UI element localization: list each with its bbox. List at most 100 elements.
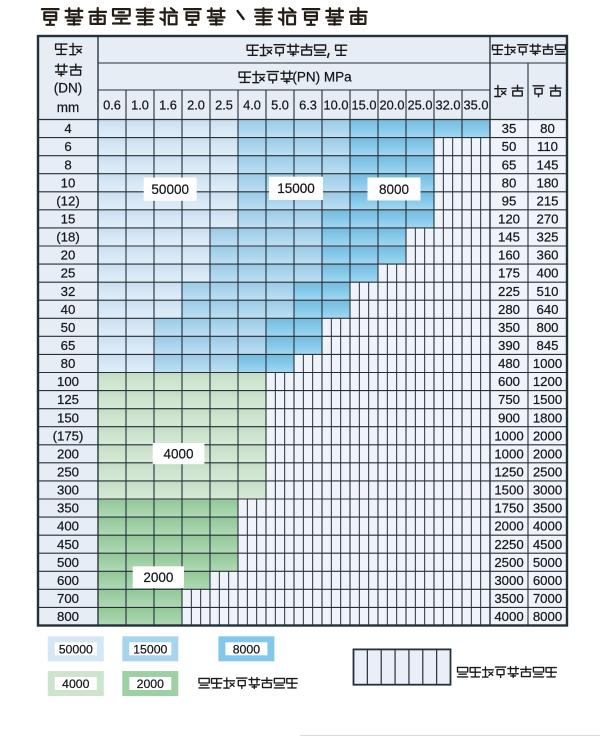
svg-text:15000: 15000 bbox=[133, 643, 167, 657]
svg-text:480: 480 bbox=[498, 356, 520, 371]
svg-text:15: 15 bbox=[61, 211, 76, 226]
svg-text:1200: 1200 bbox=[533, 374, 562, 389]
svg-text:510: 510 bbox=[536, 284, 558, 299]
svg-text:700: 700 bbox=[57, 591, 79, 606]
svg-text:360: 360 bbox=[536, 248, 558, 263]
svg-text:6.3: 6.3 bbox=[299, 98, 317, 113]
svg-text:10: 10 bbox=[61, 175, 76, 190]
svg-text:65: 65 bbox=[502, 157, 517, 172]
svg-text:20: 20 bbox=[61, 248, 76, 263]
svg-text:640: 640 bbox=[536, 302, 558, 317]
svg-text:145: 145 bbox=[498, 230, 520, 245]
svg-text:450: 450 bbox=[57, 537, 79, 552]
svg-text:100: 100 bbox=[57, 374, 79, 389]
svg-text:215: 215 bbox=[536, 193, 558, 208]
svg-text:270: 270 bbox=[536, 211, 558, 226]
svg-text:25.0: 25.0 bbox=[408, 98, 433, 113]
svg-text:390: 390 bbox=[498, 338, 520, 353]
svg-text:120: 120 bbox=[498, 211, 520, 226]
svg-text:(175): (175) bbox=[53, 428, 84, 443]
svg-text:50000: 50000 bbox=[151, 182, 189, 197]
svg-text:5000: 5000 bbox=[533, 555, 562, 570]
svg-text:400: 400 bbox=[536, 266, 558, 281]
svg-text:2000: 2000 bbox=[494, 519, 523, 534]
svg-text:6: 6 bbox=[64, 139, 71, 154]
svg-text:1800: 1800 bbox=[533, 410, 562, 425]
svg-text:400: 400 bbox=[57, 519, 79, 534]
svg-text:2000: 2000 bbox=[137, 677, 165, 691]
svg-text:10.0: 10.0 bbox=[324, 98, 349, 113]
svg-text:1250: 1250 bbox=[494, 464, 523, 479]
svg-text:2000: 2000 bbox=[533, 446, 562, 461]
svg-text:800: 800 bbox=[57, 609, 79, 624]
svg-text:300: 300 bbox=[57, 483, 79, 498]
svg-text:1750: 1750 bbox=[494, 501, 523, 516]
svg-text:5.0: 5.0 bbox=[271, 98, 289, 113]
svg-text:180: 180 bbox=[536, 175, 558, 190]
svg-text:4500: 4500 bbox=[533, 537, 562, 552]
svg-text:65: 65 bbox=[61, 338, 76, 353]
svg-text:1000: 1000 bbox=[533, 356, 562, 371]
svg-text:280: 280 bbox=[498, 302, 520, 317]
svg-text:325: 325 bbox=[536, 230, 558, 245]
svg-text:2250: 2250 bbox=[494, 537, 523, 552]
svg-text:(PN) MPa: (PN) MPa bbox=[292, 70, 352, 85]
svg-text:50000: 50000 bbox=[59, 643, 93, 657]
svg-text:3500: 3500 bbox=[494, 591, 523, 606]
svg-text:800: 800 bbox=[536, 320, 558, 335]
svg-text:2.5: 2.5 bbox=[215, 98, 233, 113]
svg-text:(12): (12) bbox=[56, 193, 79, 208]
svg-text:50: 50 bbox=[502, 139, 517, 154]
svg-text:500: 500 bbox=[57, 555, 79, 570]
svg-text:3000: 3000 bbox=[533, 483, 562, 498]
svg-text:200: 200 bbox=[57, 446, 79, 461]
svg-text:35: 35 bbox=[502, 121, 517, 136]
svg-text:2.0: 2.0 bbox=[187, 98, 205, 113]
svg-text:2500: 2500 bbox=[533, 464, 562, 479]
svg-text:80: 80 bbox=[540, 121, 555, 136]
svg-text:15.0: 15.0 bbox=[352, 98, 377, 113]
svg-text:175: 175 bbox=[498, 266, 520, 281]
svg-text:1000: 1000 bbox=[494, 428, 523, 443]
svg-text:4000: 4000 bbox=[62, 677, 90, 691]
svg-text:1.6: 1.6 bbox=[159, 98, 177, 113]
svg-text:3000: 3000 bbox=[494, 573, 523, 588]
svg-text:7000: 7000 bbox=[533, 591, 562, 606]
svg-text:1500: 1500 bbox=[494, 483, 523, 498]
svg-text:8000: 8000 bbox=[233, 643, 261, 657]
svg-text:20.0: 20.0 bbox=[380, 98, 405, 113]
svg-text:750: 750 bbox=[498, 392, 520, 407]
svg-text:160: 160 bbox=[498, 248, 520, 263]
svg-text:845: 845 bbox=[536, 338, 558, 353]
svg-text:2500: 2500 bbox=[494, 555, 523, 570]
svg-text:2000: 2000 bbox=[143, 570, 173, 585]
svg-text:50: 50 bbox=[61, 320, 76, 335]
svg-text:900: 900 bbox=[498, 410, 520, 425]
svg-text:35.0: 35.0 bbox=[464, 98, 489, 113]
svg-text:3500: 3500 bbox=[533, 501, 562, 516]
svg-text:(18): (18) bbox=[56, 230, 79, 245]
svg-text:4000: 4000 bbox=[494, 609, 523, 624]
svg-text:110: 110 bbox=[537, 139, 558, 154]
svg-text:4000: 4000 bbox=[533, 519, 562, 534]
svg-text:2000: 2000 bbox=[533, 428, 562, 443]
svg-text:0.6: 0.6 bbox=[103, 98, 121, 113]
svg-text:350: 350 bbox=[498, 320, 520, 335]
svg-text:1.0: 1.0 bbox=[131, 98, 149, 113]
svg-text:8000: 8000 bbox=[379, 182, 409, 197]
svg-text:32: 32 bbox=[61, 284, 76, 299]
svg-text:25: 25 bbox=[61, 266, 76, 281]
svg-text:150: 150 bbox=[57, 410, 79, 425]
svg-text:4.0: 4.0 bbox=[243, 98, 261, 113]
svg-text:95: 95 bbox=[502, 193, 517, 208]
svg-text:mm: mm bbox=[57, 100, 80, 115]
svg-text:8000: 8000 bbox=[533, 609, 562, 624]
svg-text:4000: 4000 bbox=[164, 446, 194, 461]
svg-text:145: 145 bbox=[536, 157, 558, 172]
svg-text:250: 250 bbox=[57, 464, 79, 479]
svg-text:1000: 1000 bbox=[494, 446, 523, 461]
svg-text:1500: 1500 bbox=[533, 392, 562, 407]
svg-text:8: 8 bbox=[64, 157, 71, 172]
svg-text:80: 80 bbox=[502, 175, 517, 190]
svg-text:600: 600 bbox=[498, 374, 520, 389]
